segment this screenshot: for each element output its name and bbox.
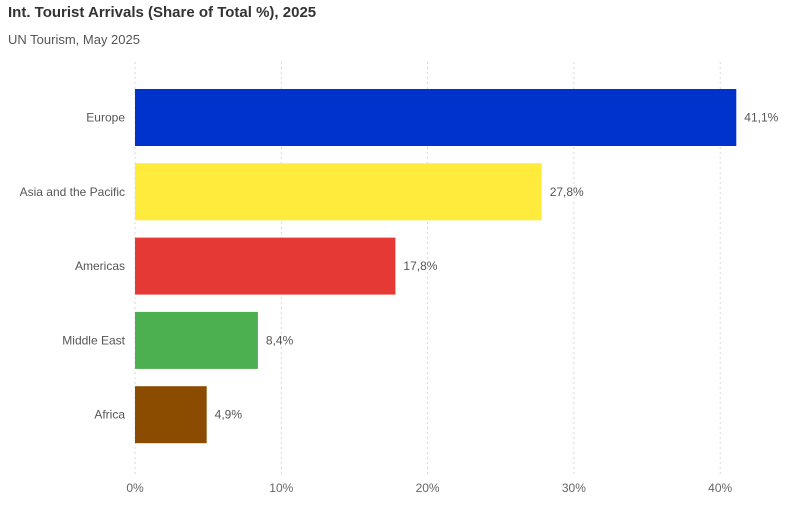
x-tick-label: 10% (269, 481, 293, 495)
bar-middle-east[interactable] (135, 311, 258, 369)
category-label: Africa (94, 408, 125, 422)
label-layer: 0% 10% 20% 30% 40% Europe 41,1% Asia and the Pa… (20, 111, 779, 496)
data-label: 8,4% (266, 333, 294, 347)
bar-asia-and-the-pacific[interactable] (135, 163, 542, 221)
data-label: 27,8% (550, 185, 584, 199)
x-tick-label: 40% (708, 481, 732, 495)
chart-title: Int. Tourist Arrivals (Share of Total %)… (8, 4, 317, 21)
category-label: Asia and the Pacific (20, 185, 125, 199)
bar-africa[interactable] (135, 386, 207, 444)
x-tick-label: 0% (126, 481, 144, 495)
category-label: Americas (75, 259, 125, 273)
data-label: 41,1% (744, 111, 778, 125)
category-label: Europe (86, 111, 125, 125)
x-tick-label: 20% (416, 481, 440, 495)
x-tick-label: 30% (562, 481, 586, 495)
bar-layer (135, 89, 737, 444)
category-label: Middle East (62, 333, 125, 347)
bar-europe[interactable] (135, 89, 737, 146)
data-label: 17,8% (403, 259, 437, 273)
chart-subtitle: UN Tourism, May 2025 (8, 32, 140, 47)
bar-americas[interactable] (135, 237, 396, 295)
data-label: 4,9% (215, 408, 243, 422)
